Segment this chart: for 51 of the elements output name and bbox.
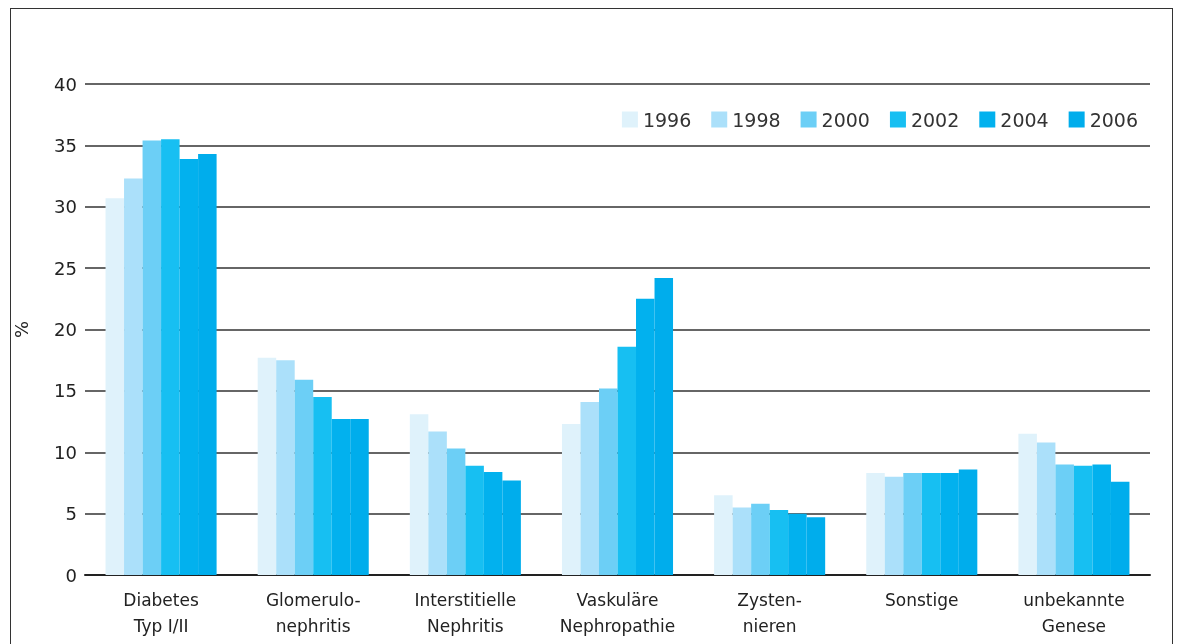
y-tick-label: 15 <box>54 380 77 402</box>
bar <box>428 431 447 575</box>
x-tick-label: Interstitielle Nephritis <box>414 590 517 636</box>
y-tick-label: 20 <box>54 319 77 340</box>
legend-label: 1998 <box>732 108 781 131</box>
legend-label: 2006 <box>1089 108 1139 131</box>
x-tick-label: Diabetes Typ I/II <box>123 590 199 636</box>
x-tick-label: Vaskuläre Nephropathie <box>559 590 676 636</box>
y-axis-title: % <box>10 320 32 339</box>
bar <box>561 424 581 575</box>
bar <box>598 388 618 575</box>
bar <box>1018 433 1037 575</box>
bar <box>580 401 599 575</box>
y-tick-label: 35 <box>54 134 77 156</box>
bar <box>751 503 770 575</box>
y-tick-label: 25 <box>54 257 77 279</box>
bar <box>276 360 295 575</box>
y-tick-label: 0 <box>65 564 77 586</box>
legend-label: 2004 <box>1000 108 1049 131</box>
bar <box>617 346 637 575</box>
legend-label: 1996 <box>642 108 692 131</box>
bar <box>294 379 314 575</box>
bar <box>257 357 277 575</box>
bar <box>446 448 466 575</box>
legend-label: 2002 <box>910 108 960 131</box>
bar <box>866 473 885 575</box>
bar <box>769 509 789 575</box>
bar <box>313 397 332 575</box>
bar <box>1073 465 1093 575</box>
bar <box>714 495 733 575</box>
bar <box>732 507 752 575</box>
x-tick-label: Glomerulo- nephritis <box>265 590 361 636</box>
bar <box>1036 442 1056 575</box>
y-tick-label: 40 <box>54 73 77 95</box>
bar <box>903 473 922 575</box>
bar <box>105 198 125 575</box>
bar <box>884 476 904 575</box>
y-tick-label: 10 <box>54 441 77 463</box>
y-tick-label: 30 <box>54 196 77 218</box>
bar <box>161 139 180 575</box>
bar <box>921 473 941 575</box>
bar <box>124 178 143 575</box>
bar <box>465 465 484 575</box>
legend-label: 2000 <box>821 108 870 131</box>
bar <box>1055 464 1074 575</box>
x-tick-label: Sonstige <box>885 590 959 610</box>
y-tick-label: 5 <box>65 503 77 525</box>
bar <box>142 140 162 575</box>
bar <box>409 414 429 575</box>
x-tick-label: unbekannte Genese <box>1023 590 1125 636</box>
x-tick-label: Zysten- nieren <box>737 590 802 636</box>
